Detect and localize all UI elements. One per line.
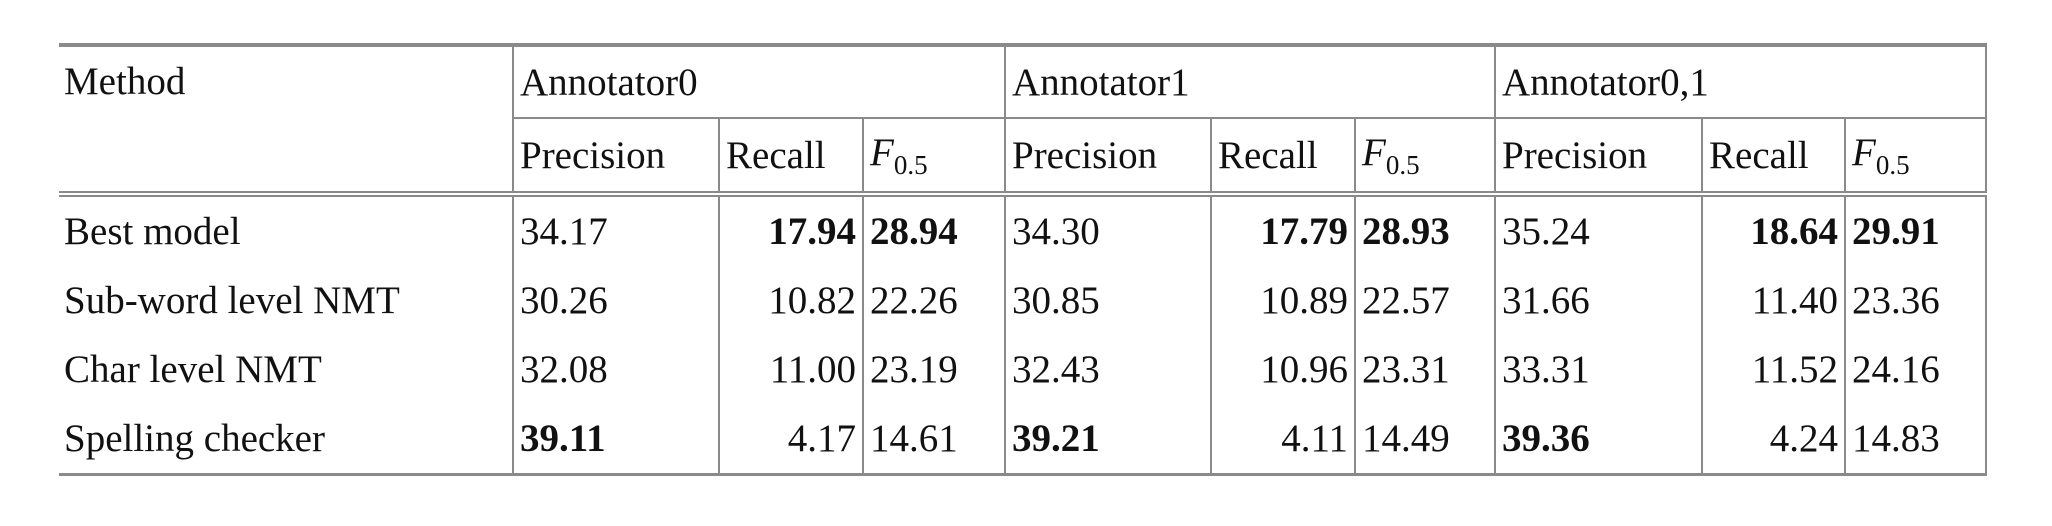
value-cell: 30.85 bbox=[1004, 266, 1211, 335]
subheader-cell: Recall bbox=[718, 117, 863, 197]
subheader-text: Recall bbox=[1218, 133, 1318, 177]
value-cell: 22.57 bbox=[1354, 266, 1495, 335]
method-cell: Spelling checker bbox=[59, 404, 513, 476]
group-header: Annotator0 bbox=[512, 43, 1005, 118]
value-cell: 14.49 bbox=[1354, 404, 1495, 476]
subheader-cell: Recall bbox=[1210, 117, 1355, 197]
value-cell: 39.36 bbox=[1494, 404, 1702, 476]
method-cell: Char level NMT bbox=[64, 348, 322, 391]
header-row: Method Annotator0 Annotator1 Annotator0,… bbox=[59, 43, 1987, 197]
value-cell: 34.17 bbox=[512, 194, 719, 266]
subheader-sub: 0.5 bbox=[1875, 149, 1910, 180]
method-cell: Sub-word level NMT bbox=[64, 279, 400, 322]
value-cell: 18.64 bbox=[1701, 194, 1845, 266]
value-cell: 30.26 bbox=[512, 266, 719, 335]
value-cell: 31.66 bbox=[1494, 266, 1702, 335]
value-cell: 11.40 bbox=[1701, 266, 1845, 335]
value-cell: 34.30 bbox=[1004, 194, 1211, 266]
subheader-cell: Precision bbox=[512, 117, 719, 197]
value-cell: 23.31 bbox=[1354, 335, 1495, 404]
value-cell: 23.36 bbox=[1844, 266, 1987, 335]
value-cell: 39.21 bbox=[1004, 404, 1211, 476]
data-row: Sub-word level NMT 30.26 10.82 22.26 30.85 10… bbox=[59, 266, 1987, 335]
value-cell: 39.11 bbox=[512, 404, 719, 476]
value-cell: 11.00 bbox=[718, 335, 863, 404]
value-cell: 4.17 bbox=[718, 404, 863, 476]
subheader-main: F bbox=[1852, 130, 1876, 174]
value-cell: 4.24 bbox=[1701, 404, 1845, 476]
results-table: Method Annotator0 Annotator1 Annotator0,… bbox=[59, 43, 1987, 476]
data-row: Best model 34.17 17.94 28.94 34.30 17.79 28.93… bbox=[59, 194, 1987, 266]
subheader-cell: Precision bbox=[1004, 117, 1211, 197]
value-cell: 32.43 bbox=[1004, 335, 1211, 404]
subheader-main: F bbox=[1362, 130, 1386, 174]
value-cell: 32.08 bbox=[512, 335, 719, 404]
value-cell: 10.89 bbox=[1210, 266, 1355, 335]
value-cell: 24.16 bbox=[1844, 335, 1987, 404]
subheader-sub: 0.5 bbox=[893, 149, 928, 180]
value-cell: 14.83 bbox=[1844, 404, 1987, 476]
subheader-cell: F0.5 bbox=[862, 117, 1005, 197]
value-cell: 28.94 bbox=[862, 194, 1005, 266]
subheader-cell: Recall bbox=[1701, 117, 1845, 197]
value-cell: 28.93 bbox=[1354, 194, 1495, 266]
value-cell: 17.79 bbox=[1210, 194, 1355, 266]
method-cell: Best model bbox=[64, 210, 241, 253]
subheader-sub: 0.5 bbox=[1385, 149, 1420, 180]
value-cell: 29.91 bbox=[1844, 194, 1987, 266]
group-header: Annotator0,1 bbox=[1494, 43, 1987, 118]
value-cell: 14.61 bbox=[862, 404, 1005, 476]
group-header: Annotator1 bbox=[1004, 43, 1495, 118]
value-cell: 4.11 bbox=[1210, 404, 1355, 476]
value-cell: 35.24 bbox=[1494, 194, 1702, 266]
subheader-cell: F0.5 bbox=[1354, 117, 1495, 197]
data-row: Char level NMT 32.08 11.00 23.19 32.43 10.96 2… bbox=[59, 335, 1987, 404]
subheader-text: Precision bbox=[1502, 133, 1648, 177]
subheader-text: Precision bbox=[520, 133, 666, 177]
value-cell: 17.94 bbox=[718, 194, 863, 266]
method-header: Method bbox=[59, 43, 513, 197]
subheader-row: Precision Recall F0.5 Precision Recall F0.5 Pr… bbox=[59, 117, 1987, 197]
value-cell: 10.96 bbox=[1210, 335, 1355, 404]
subheader-cell: F0.5 bbox=[1844, 117, 1987, 197]
subheader-cell: Precision bbox=[1494, 117, 1702, 197]
subheader-text: Precision bbox=[1012, 133, 1158, 177]
value-cell: 11.52 bbox=[1701, 335, 1845, 404]
value-cell: 23.19 bbox=[862, 335, 1005, 404]
value-cell: 33.31 bbox=[1494, 335, 1702, 404]
table-body: Method Annotator0 Annotator1 Annotator0,… bbox=[59, 43, 1987, 476]
subheader-main: F bbox=[870, 130, 894, 174]
subheader-text: Recall bbox=[726, 133, 826, 177]
data-row: Spelling checker 39.11 4.17 14.61 39.21 4.11 1… bbox=[59, 404, 1987, 476]
subheader-text: Recall bbox=[1709, 133, 1809, 177]
value-cell: 22.26 bbox=[862, 266, 1005, 335]
value-cell: 10.82 bbox=[718, 266, 863, 335]
